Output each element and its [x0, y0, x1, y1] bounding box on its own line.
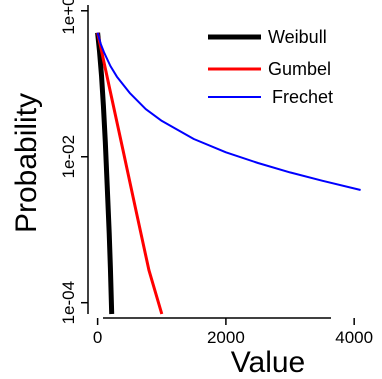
- series-line-gumbel: [96, 32, 164, 315]
- legend-label-frechet: Frechet: [272, 87, 333, 107]
- legend-label-gumbel: Gumbel: [268, 59, 331, 79]
- x-tick-label: 2000: [207, 328, 245, 347]
- series-line-frechet: [96, 32, 361, 191]
- x-axis-title: Value: [231, 346, 306, 379]
- y-axis-title: Probability: [10, 93, 43, 233]
- y-tick-label: 1e-02: [59, 135, 78, 178]
- x-tick-label: 4000: [335, 328, 373, 347]
- ticks-layer: 0 2000 4000 1e+00 1e-02 1e-04: [59, 0, 373, 347]
- legend: Weibull Gumbel Frechet: [208, 27, 333, 107]
- plot-area: [87, 5, 331, 319]
- y-tick-label: 1e-04: [59, 281, 78, 324]
- y-tick-label: 1e+00: [59, 0, 78, 35]
- series-layer: [95, 32, 361, 315]
- series-line-weibull: [95, 32, 115, 315]
- x-tick-label: 0: [93, 328, 102, 347]
- legend-label-weibull: Weibull: [268, 27, 327, 47]
